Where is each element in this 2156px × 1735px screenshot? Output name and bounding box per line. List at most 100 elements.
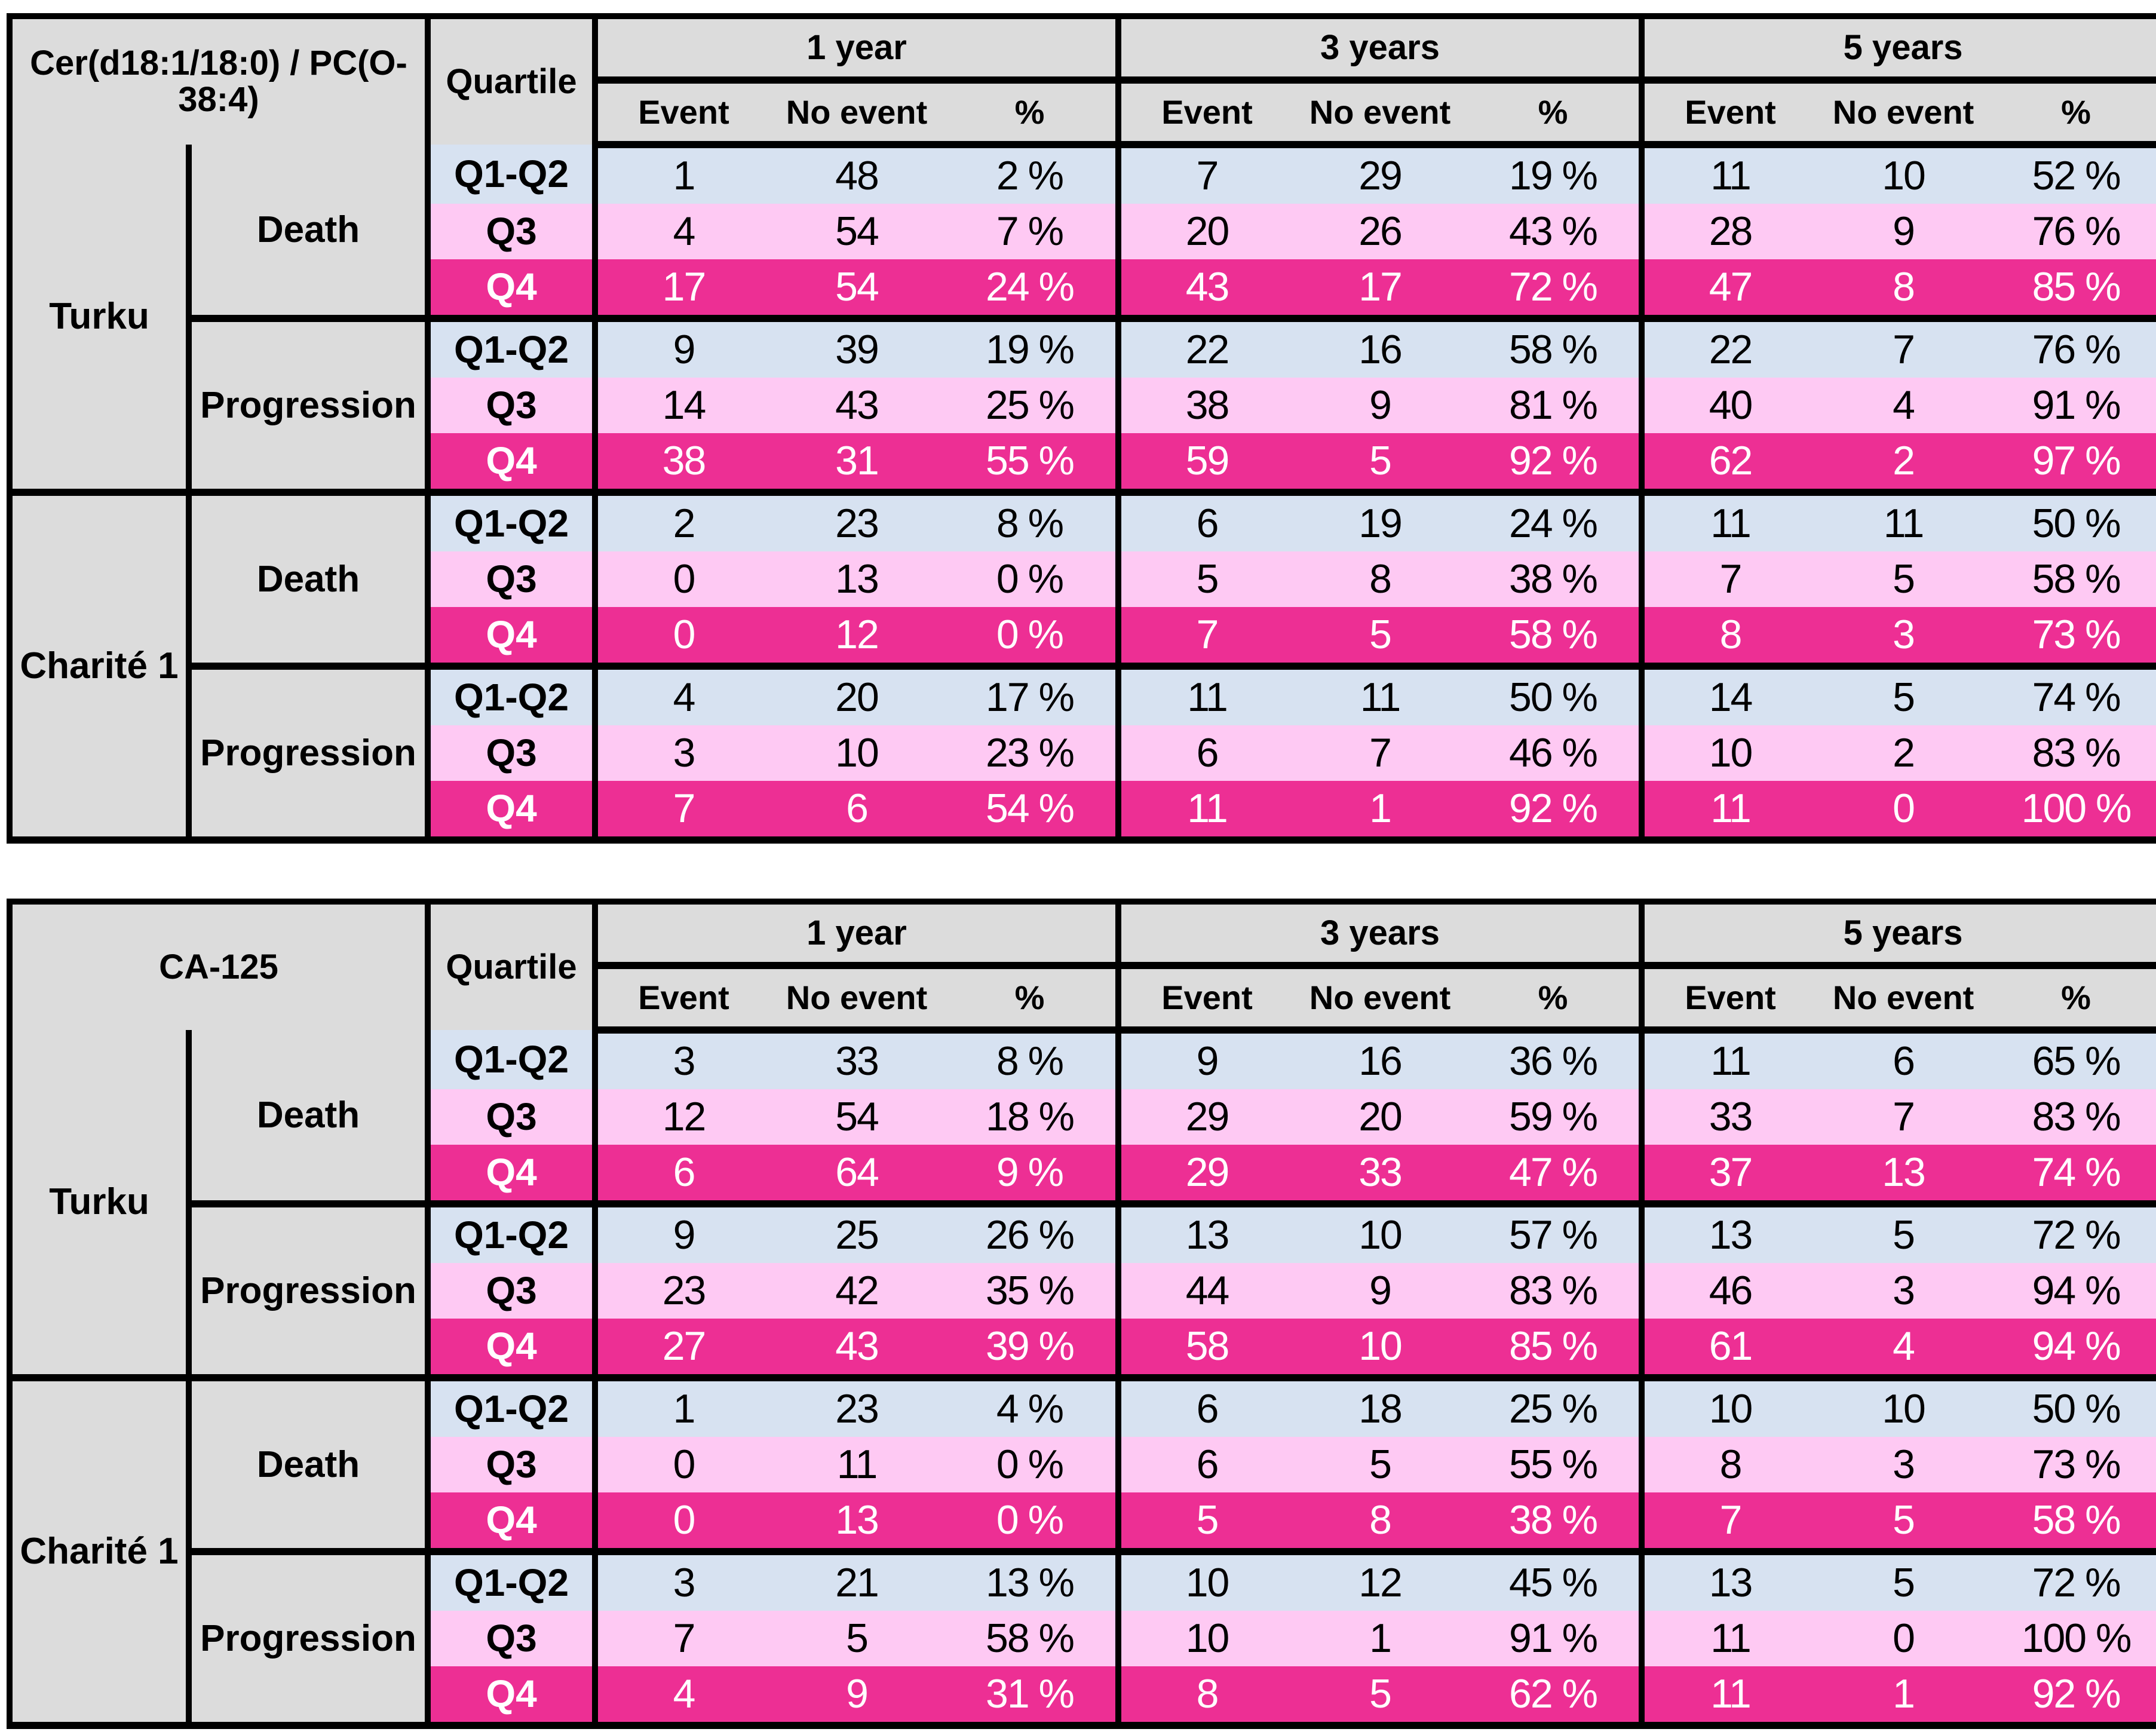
no-event-count: 43 xyxy=(769,1319,944,1381)
col-header-no-event: No event xyxy=(769,80,944,148)
event-count: 14 xyxy=(595,378,769,433)
table-row: Progression Q1-Q2 4 20 17 % 11 11 50 % 14 5 74 % xyxy=(10,666,2156,844)
quartile-label: Q3 xyxy=(428,551,598,607)
event-count: 4 xyxy=(595,666,769,725)
table-title: Cer(d18:1/18:0) / PC(O-38:4) xyxy=(10,16,431,145)
no-event-count: 54 xyxy=(769,259,944,322)
no-event-count: 9 xyxy=(1293,1263,1468,1319)
table-cer-pc: Cer(d18:1/18:0) / PC(O-38:4) Quartile 1 … xyxy=(7,13,2156,844)
table-row: Turku Death Q1-Q2 3 33 8 % 9 16 36 % 11 6 65 % xyxy=(10,1030,2156,1381)
no-event-count: 5 xyxy=(769,1611,944,1666)
event-count: 58 xyxy=(1118,1319,1293,1381)
percent-value: 81 % xyxy=(1467,378,1645,433)
no-event-count: 33 xyxy=(1293,1145,1468,1207)
col-header-no-event: No event xyxy=(1293,965,1468,1034)
col-header-event: Event xyxy=(595,965,770,1034)
outcome-label: Progression xyxy=(189,318,431,496)
col-header-event: Event xyxy=(1642,80,1817,148)
outcome-label: Death xyxy=(189,492,431,670)
no-event-count: 5 xyxy=(1816,1552,1991,1611)
no-event-count: 8 xyxy=(1293,551,1468,607)
no-event-count: 10 xyxy=(1293,1319,1468,1381)
year-group-header: 3 years xyxy=(1118,16,1645,84)
quartile-label: Q4 xyxy=(428,781,598,844)
event-count: 62 xyxy=(1642,433,1817,496)
event-count: 2 xyxy=(595,492,769,551)
col-header-event: Event xyxy=(595,80,769,148)
event-count: 40 xyxy=(1642,378,1817,433)
percent-value: 55 % xyxy=(944,433,1122,496)
event-count: 11 xyxy=(1642,1666,1817,1729)
outcome-label: Death xyxy=(189,1378,431,1555)
no-event-count: 13 xyxy=(769,1492,944,1555)
event-count: 11 xyxy=(1642,145,1817,204)
no-event-count: 20 xyxy=(769,666,944,725)
event-count: 9 xyxy=(1118,1030,1293,1089)
no-event-count: 8 xyxy=(1293,1492,1468,1555)
percent-value: 47 % xyxy=(1467,1145,1645,1207)
percent-value: 8 % xyxy=(944,492,1122,551)
no-event-count: 10 xyxy=(1816,145,1991,204)
percent-value: 100 % xyxy=(1991,1611,2156,1666)
event-count: 44 xyxy=(1118,1263,1293,1319)
event-count: 10 xyxy=(1118,1552,1293,1611)
outcome-label: Death xyxy=(189,145,431,322)
year-group-header: 1 year xyxy=(595,902,1122,969)
event-count: 27 xyxy=(595,1319,770,1381)
quartile-label: Q3 xyxy=(428,378,598,433)
percent-value: 85 % xyxy=(1991,259,2156,322)
percent-value: 76 % xyxy=(1991,204,2156,259)
quartile-label: Q4 xyxy=(428,1145,599,1207)
col-header-no-event: No event xyxy=(1293,80,1468,148)
percent-value: 52 % xyxy=(1991,145,2156,204)
no-event-count: 10 xyxy=(1816,1378,1991,1437)
col-header-event: Event xyxy=(1118,80,1293,148)
percent-value: 50 % xyxy=(1991,1378,2156,1437)
event-count: 7 xyxy=(1642,551,1817,607)
no-event-count: 11 xyxy=(1293,666,1468,725)
table-row: Progression Q1-Q2 9 39 19 % 22 16 58 % 22 7 76 % xyxy=(10,318,2156,496)
no-event-count: 11 xyxy=(769,1437,944,1492)
col-header-percent: % xyxy=(1991,965,2156,1034)
event-count: 0 xyxy=(595,1492,770,1555)
event-count: 29 xyxy=(1118,1145,1293,1207)
quartile-label: Q1-Q2 xyxy=(428,1378,599,1437)
quartile-label: Q1-Q2 xyxy=(428,492,598,551)
no-event-count: 42 xyxy=(769,1263,944,1319)
event-count: 10 xyxy=(1118,1611,1293,1666)
no-event-count: 8 xyxy=(1816,259,1991,322)
percent-value: 8 % xyxy=(944,1030,1122,1089)
event-count: 10 xyxy=(1642,1378,1817,1437)
event-count: 5 xyxy=(1118,1492,1293,1555)
event-count: 29 xyxy=(1118,1089,1293,1145)
percent-value: 72 % xyxy=(1991,1552,2156,1611)
outcome-label: Progression xyxy=(189,1204,431,1381)
percent-value: 57 % xyxy=(1467,1204,1645,1263)
event-count: 38 xyxy=(595,433,769,496)
no-event-count: 13 xyxy=(1816,1145,1991,1207)
table-row: Progression Q1-Q2 3 21 13 % 10 12 45 % 13 5 72 % xyxy=(10,1552,2156,1729)
percent-value: 13 % xyxy=(944,1552,1122,1611)
quartile-label: Q1-Q2 xyxy=(428,145,598,204)
percent-value: 58 % xyxy=(1991,1492,2156,1555)
percent-value: 25 % xyxy=(1467,1378,1645,1437)
event-count: 7 xyxy=(595,1611,770,1666)
no-event-count: 43 xyxy=(769,378,944,433)
no-event-count: 7 xyxy=(1816,318,1991,378)
percent-value: 91 % xyxy=(1467,1611,1645,1666)
event-count: 13 xyxy=(1642,1552,1817,1611)
percent-value: 59 % xyxy=(1467,1089,1645,1145)
event-count: 59 xyxy=(1118,433,1293,496)
quartile-label: Q4 xyxy=(428,607,598,670)
no-event-count: 64 xyxy=(769,1145,944,1207)
percent-value: 92 % xyxy=(1467,433,1645,496)
no-event-count: 17 xyxy=(1293,259,1468,322)
percent-value: 74 % xyxy=(1991,666,2156,725)
percent-value: 74 % xyxy=(1991,1145,2156,1207)
no-event-count: 33 xyxy=(769,1030,944,1089)
event-count: 1 xyxy=(595,1378,770,1437)
quartile-label: Q3 xyxy=(428,204,598,259)
event-count: 9 xyxy=(595,318,769,378)
percent-value: 43 % xyxy=(1467,204,1645,259)
